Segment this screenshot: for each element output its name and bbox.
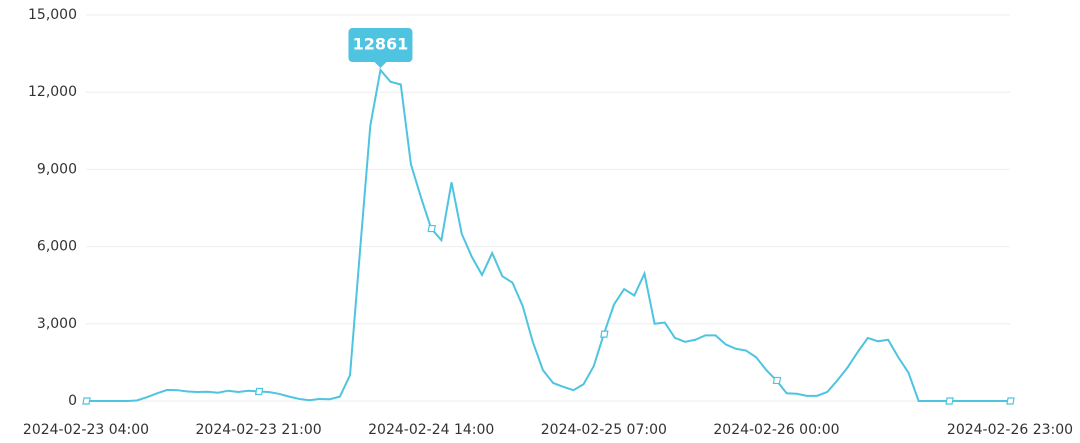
tooltip-label: 12861 [353, 35, 409, 54]
tooltip-pointer [374, 62, 387, 69]
x-tick-label: 2024-02-25 07:00 [541, 422, 667, 438]
y-tick-label: 6,000 [37, 239, 77, 255]
x-tick-label: 2024-02-26 00:00 [713, 422, 839, 438]
point-marker [1006, 397, 1015, 405]
x-tick-label: 2024-02-23 21:00 [196, 422, 322, 438]
y-tick-label: 15,000 [28, 7, 77, 23]
x-tick-label: 2024-02-24 14:00 [368, 422, 494, 438]
x-tick-label: 2024-02-26 23:00 [947, 422, 1073, 438]
x-tick-label: 2024-02-23 04:00 [23, 422, 149, 438]
tooltip-box [348, 28, 413, 63]
y-tick-label: 3,000 [37, 316, 77, 332]
point-marker [254, 387, 264, 396]
y-tick-label: 0 [68, 393, 77, 409]
point-marker [600, 330, 609, 338]
point-marker [772, 376, 782, 385]
point-marker [427, 224, 436, 233]
point-marker [82, 397, 91, 405]
y-tick-label: 12,000 [28, 84, 77, 100]
y-tick-label: 9,000 [37, 161, 77, 177]
point-marker [945, 397, 954, 405]
line [86, 67, 1010, 402]
